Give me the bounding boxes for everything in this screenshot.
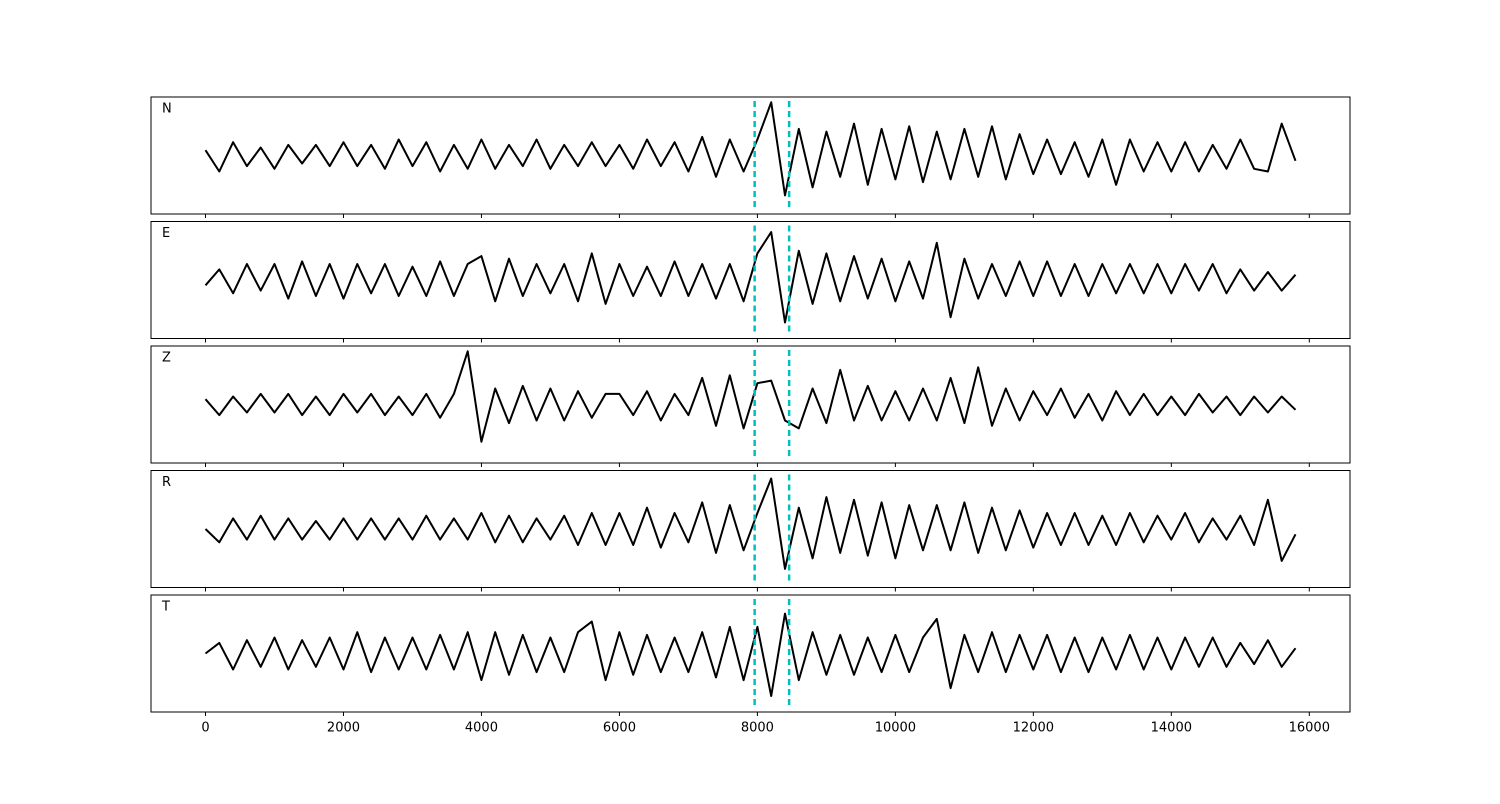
panel-label: E: [162, 226, 170, 241]
panel-label: N: [162, 102, 172, 117]
x-tick-label: 10000: [875, 721, 916, 736]
waveform: [204, 101, 1297, 197]
waveform: [204, 350, 1297, 443]
x-tick-label: 6000: [603, 721, 636, 736]
x-tick-label: 12000: [1013, 721, 1054, 736]
x-tick-label: 0: [201, 721, 209, 736]
waveform: [204, 477, 1297, 570]
panel-label: R: [162, 475, 171, 490]
panel-label: T: [161, 600, 170, 615]
x-tick-label: 4000: [465, 721, 498, 736]
panel-frame: [150, 345, 1351, 464]
waveform: [204, 231, 1297, 324]
panel-frame: [150, 470, 1351, 588]
x-tick-label: 2000: [327, 721, 360, 736]
panel-frame: [150, 594, 1351, 713]
x-tick-label: 14000: [1151, 721, 1192, 736]
panel-label: Z: [162, 351, 171, 366]
x-tick-label: 16000: [1289, 721, 1330, 736]
x-tick-label: 8000: [741, 721, 774, 736]
panel-frame: [150, 96, 1351, 215]
waveform: [204, 612, 1297, 697]
panel-frame: [150, 221, 1351, 339]
